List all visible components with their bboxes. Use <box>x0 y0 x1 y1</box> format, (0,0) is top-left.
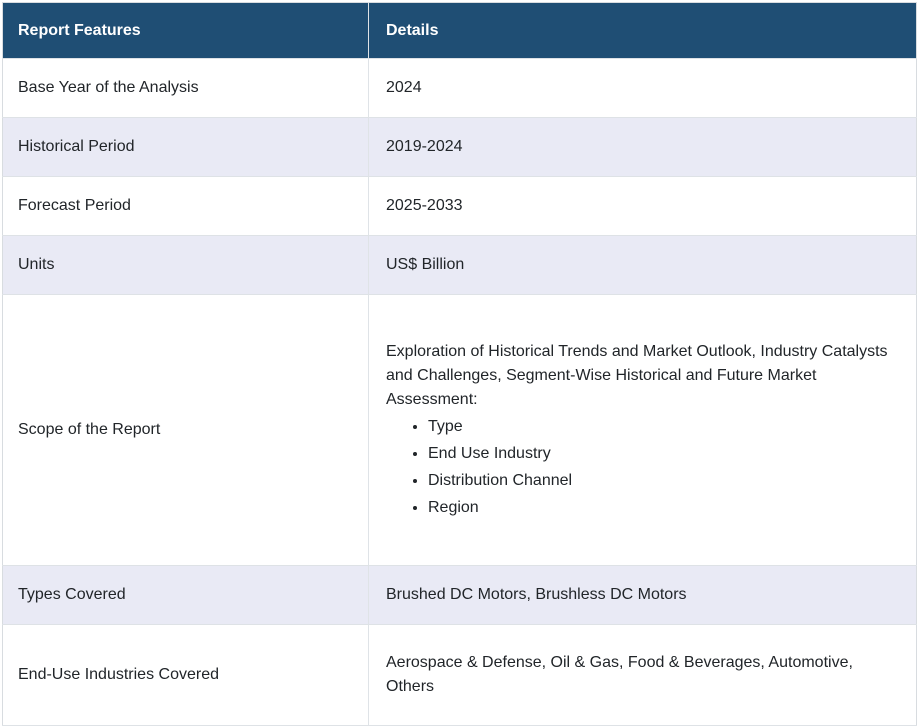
scope-bullet-distribution-channel: Distribution Channel <box>428 469 896 493</box>
feature-label: Forecast Period <box>2 176 369 236</box>
scope-bullet-region: Region <box>428 496 896 520</box>
table-row-scope: Scope of the Report Exploration of Histo… <box>2 294 917 566</box>
feature-label: Units <box>2 235 369 295</box>
detail-value: Aerospace & Defense, Oil & Gas, Food & B… <box>368 624 917 726</box>
scope-intro-text: Exploration of Historical Trends and Mar… <box>386 343 888 408</box>
feature-label: Types Covered <box>2 565 369 625</box>
feature-label: Historical Period <box>2 117 369 177</box>
detail-value: Exploration of Historical Trends and Mar… <box>368 294 917 566</box>
column-header-report-features: Report Features <box>2 2 369 59</box>
feature-label: Base Year of the Analysis <box>2 58 369 118</box>
detail-value: US$ Billion <box>368 235 917 295</box>
table-row-types-covered: Types Covered Brushed DC Motors, Brushle… <box>2 565 917 625</box>
table-header-row: Report Features Details <box>2 2 917 59</box>
table-row-units: Units US$ Billion <box>2 235 917 295</box>
detail-value: Brushed DC Motors, Brushless DC Motors <box>368 565 917 625</box>
detail-value: 2019-2024 <box>368 117 917 177</box>
table-row-end-use-industries: End-Use Industries Covered Aerospace & D… <box>2 624 917 726</box>
feature-label: End-Use Industries Covered <box>2 624 369 726</box>
column-header-details: Details <box>368 2 917 59</box>
scope-bullet-end-use-industry: End Use Industry <box>428 442 896 466</box>
detail-value: 2025-2033 <box>368 176 917 236</box>
scope-bullet-type: Type <box>428 415 896 439</box>
table-row-base-year: Base Year of the Analysis 2024 <box>2 58 917 118</box>
scope-bullet-list: Type End Use Industry Distribution Chann… <box>386 415 896 520</box>
feature-label: Scope of the Report <box>2 294 369 566</box>
table-row-historical-period: Historical Period 2019-2024 <box>2 117 917 177</box>
table-row-forecast-period: Forecast Period 2025-2033 <box>2 176 917 236</box>
detail-value: 2024 <box>368 58 917 118</box>
